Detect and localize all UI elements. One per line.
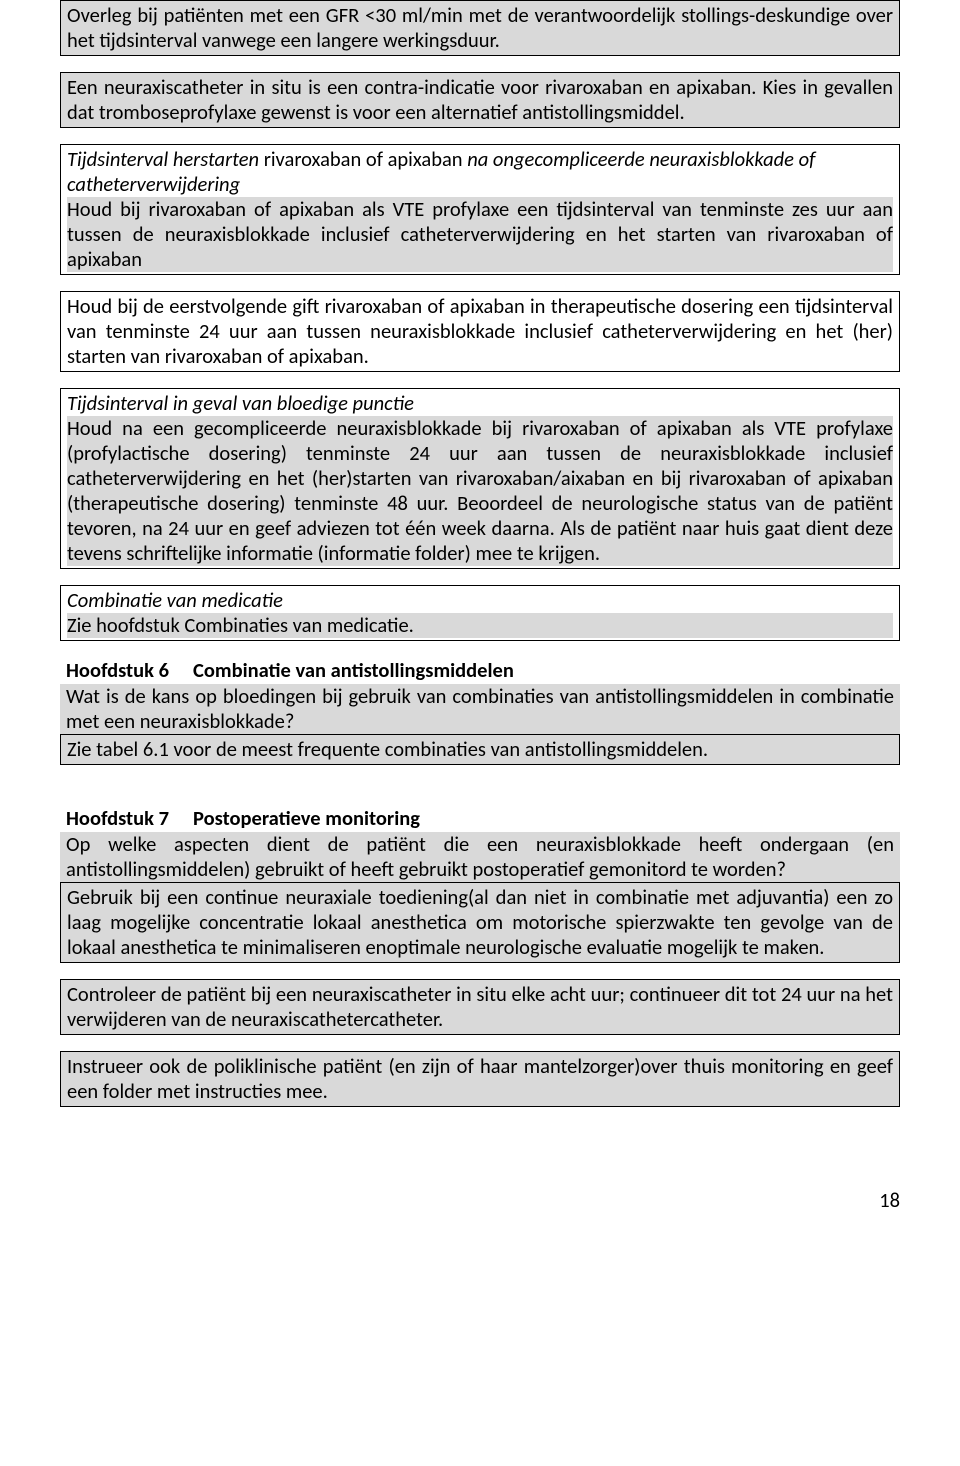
chapter-title: Postoperatieve monitoring [193,805,420,831]
spacer [60,372,900,388]
subhead-bloedige-punctie: Tijdsinterval in geval van bloedige punc… [67,391,893,416]
h7-answer-2: Controleer de patiënt bij een neuraxisca… [60,979,900,1035]
h6-answer: Zie tabel 6.1 voor de meest frequente co… [60,734,900,765]
spacer [60,1035,900,1051]
text: Gebruik bij een continue neuraxiale toed… [67,885,893,960]
heading-hoofdstuk-6: Hoofdstuk 6 Combinatie van antistollings… [60,657,900,684]
chapter-label: Hoofdstuk 7 [66,805,169,831]
spacer [60,128,900,144]
box-bloedige-punctie: Tijdsinterval in geval van bloedige punc… [60,388,900,569]
spacer [60,275,900,291]
box-contra-indicatie: Een neuraxiscatheter in situ is een cont… [60,72,900,128]
chapter-label: Hoofdstuk 6 [66,657,169,683]
subhead-combinatie: Combinatie van medicatie [67,588,893,613]
box-tijdsinterval-herstarten: Tijdsinterval herstarten rivaroxaban of … [60,144,900,275]
spacer [60,963,900,979]
box-combinatie-medicatie: Combinatie van medicatie Zie hoofdstuk C… [60,585,900,641]
spacer [60,56,900,72]
h7-answer-3: Instrueer ook de poliklinische patiënt (… [60,1051,900,1107]
text: Houd na een gecompliceerde neuraxisblokk… [67,416,893,566]
box-eerstvolgende-gift: Houd bij de eerstvolgende gift rivaroxab… [60,291,900,372]
h7-question: Op welke aspecten dient de patiënt die e… [60,832,900,882]
text: Houd bij rivaroxaban of apixaban als VTE… [67,197,893,272]
heading-hoofdstuk-7: Hoofdstuk 7 Postoperatieve monitoring [60,805,900,832]
run: rivaroxaban of apixaban [264,146,463,172]
text: Zie tabel 6.1 voor de meest frequente co… [67,737,893,762]
chapter-title: Combinatie van antistollingsmiddelen [193,657,514,683]
h6-question: Wat is de kans op bloedingen bij gebruik… [60,684,900,734]
subhead-tijdsinterval-herstarten: Tijdsinterval herstarten rivaroxaban of … [67,147,893,197]
text: Controleer de patiënt bij een neuraxisca… [67,982,893,1032]
text: Overleg bij patiënten met een GFR <30 ml… [67,3,893,53]
spacer [60,641,900,657]
text: Een neuraxiscatheter in situ is een cont… [67,75,893,125]
page-number: 18 [0,1187,960,1213]
h7-answer-1: Gebruik bij een continue neuraxiale toed… [60,882,900,963]
box-gfr: Overleg bij patiënten met een GFR <30 ml… [60,0,900,56]
page-container: Overleg bij patiënten met een GFR <30 ml… [0,0,960,1107]
spacer [60,569,900,585]
run: Tijdsinterval herstarten [67,146,264,172]
spacer [60,765,900,805]
text: Instrueer ook de poliklinische patiënt (… [67,1054,893,1104]
text: Houd bij de eerstvolgende gift rivaroxab… [67,294,893,369]
text: Zie hoofdstuk Combinaties van medicatie. [67,613,893,638]
